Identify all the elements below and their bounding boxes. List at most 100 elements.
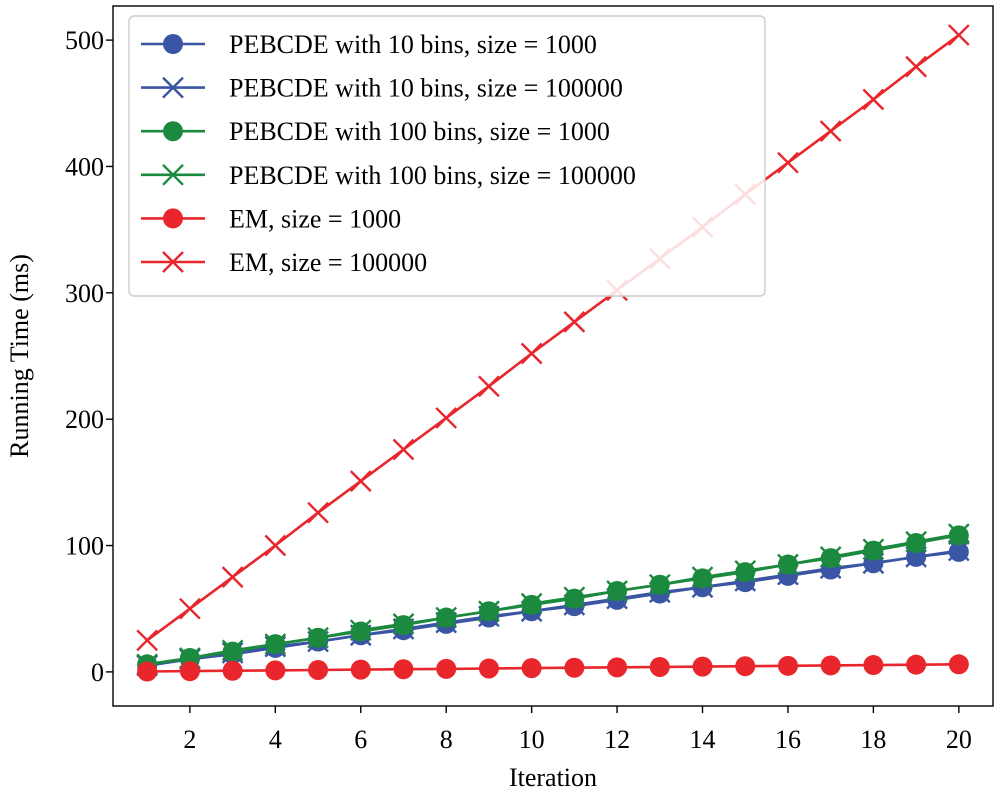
legend-label: EM, size = 1000 [229, 204, 401, 233]
legend-label: PEBCDE with 10 bins, size = 1000 [229, 30, 597, 59]
legend-item-4: PEBCDE with 100 bins, size = 100000 [141, 161, 636, 190]
y-tick-label: 300 [65, 279, 104, 308]
legend-marker [162, 163, 184, 186]
data-point-s6-x2 [179, 597, 201, 620]
data-point-s4-x13 [648, 573, 671, 596]
x-tick-label: 16 [775, 725, 801, 754]
data-point-s4-x15 [734, 559, 757, 582]
data-point-s6-x17 [819, 120, 842, 142]
data-point-s6-x6 [349, 470, 372, 492]
data-point-s6-x19 [905, 55, 927, 78]
y-tick-label: 500 [65, 26, 104, 55]
legend-label: PEBCDE with 100 bins, size = 1000 [229, 117, 610, 146]
data-point-s5-x14 [692, 656, 713, 677]
data-point-s5-x20 [948, 654, 969, 675]
legend-box [128, 15, 766, 297]
data-point-s5-x15 [735, 656, 756, 677]
data-point-s5-x1 [137, 661, 158, 682]
legend: PEBCDE with 10 bins, size = 1000 PEBCDE w… [128, 15, 766, 297]
data-point-s6-x10 [520, 342, 543, 365]
data-point-s5-x2 [179, 661, 200, 682]
plot-frame [112, 5, 994, 707]
x-tick-label: 2 [183, 725, 196, 754]
data-point-s5-x9 [478, 658, 499, 679]
data-point-s5-x19 [906, 654, 927, 675]
legend-label: EM, size = 100000 [229, 248, 427, 277]
data-point-s6-x20 [947, 24, 970, 46]
data-point-s5-x17 [820, 655, 841, 676]
data-point-s4-x5 [307, 626, 329, 649]
legend-item-3: PEBCDE with 100 bins, size = 1000 [141, 117, 610, 146]
legend-label: PEBCDE with 10 bins, size = 100000 [229, 74, 623, 103]
data-point-s4-x16 [777, 553, 799, 576]
data-point-s6-x8 [435, 407, 458, 429]
data-point-s6-x1 [136, 629, 159, 652]
data-point-s6-x11 [563, 311, 586, 333]
data-point-s5-x10 [521, 658, 542, 679]
series-5 [137, 654, 969, 682]
data-point-s4-x10 [520, 592, 543, 615]
data-point-s6-x3 [221, 566, 244, 588]
data-point-s4-x19 [905, 530, 927, 553]
y-axis-label: Running Time (ms) [5, 254, 34, 458]
data-point-s4-x8 [435, 606, 458, 629]
data-point-s4-x12 [606, 580, 628, 602]
legend-item-6: EM, size = 100000 [141, 248, 427, 277]
x-tick-label: 8 [440, 725, 453, 754]
x-tick-label: 4 [269, 725, 282, 754]
data-point-s6-x16 [777, 151, 799, 174]
data-point-s5-x7 [393, 659, 414, 680]
data-point-s6-x9 [478, 375, 500, 398]
data-point-s2-x20 [947, 539, 970, 562]
data-point-s4-x17 [819, 546, 842, 568]
data-point-s4-x20 [947, 523, 970, 546]
data-point-s5-x8 [436, 658, 457, 679]
data-point-s4-x14 [691, 566, 714, 588]
x-tick-label: 20 [946, 725, 972, 754]
x-tick-label: 14 [690, 725, 716, 754]
data-point-s6-x4 [264, 534, 287, 557]
legend-marker [162, 76, 184, 99]
y-axis: 0 100 200 300 400 500 [65, 26, 113, 687]
y-tick-label: 200 [65, 405, 104, 434]
y-tick-label: 0 [91, 658, 104, 687]
x-axis: 2 4 6 8 10 12 14 16 18 20 [183, 706, 972, 754]
legend-marker [163, 208, 183, 229]
data-point-s4-x9 [478, 600, 500, 623]
legend-marker [163, 121, 183, 142]
data-point-s5-x13 [649, 656, 670, 677]
x-tick-label: 12 [604, 725, 630, 754]
x-tick-label: 6 [354, 725, 367, 754]
data-point-s4-x18 [862, 538, 885, 561]
data-point-s6-x18 [862, 88, 885, 111]
y-tick-label: 100 [65, 532, 104, 561]
series-layer [136, 24, 970, 682]
data-point-s6-x7 [392, 438, 415, 461]
series-line-4 [147, 532, 960, 666]
data-point-s5-x6 [350, 659, 371, 680]
legend-item-2: PEBCDE with 10 bins, size = 100000 [141, 74, 623, 103]
legend-marker [163, 34, 183, 54]
legend-marker [162, 251, 184, 273]
data-point-s5-x12 [607, 657, 628, 678]
legend-label: PEBCDE with 100 bins, size = 100000 [229, 161, 636, 190]
x-tick-label: 18 [860, 725, 886, 754]
x-tick-label: 10 [519, 725, 545, 754]
data-point-s5-x5 [308, 659, 329, 680]
data-point-s5-x4 [265, 660, 286, 681]
y-tick-label: 400 [65, 152, 104, 181]
data-point-s4-x6 [349, 619, 372, 642]
data-point-s6-x5 [307, 501, 329, 524]
x-axis-label: Iteration [509, 763, 597, 792]
legend-item-1: PEBCDE with 10 bins, size = 1000 [141, 30, 597, 59]
data-point-s4-x11 [563, 586, 586, 609]
data-point-s4-x7 [392, 613, 415, 635]
data-point-s4-x3 [221, 639, 244, 662]
legend-item-5: EM, size = 1000 [141, 204, 401, 233]
data-point-s5-x16 [777, 655, 798, 676]
data-point-s5-x3 [222, 660, 243, 681]
data-point-s5-x11 [564, 657, 585, 678]
series-4 [136, 523, 970, 676]
data-point-s4-x4 [264, 633, 287, 655]
